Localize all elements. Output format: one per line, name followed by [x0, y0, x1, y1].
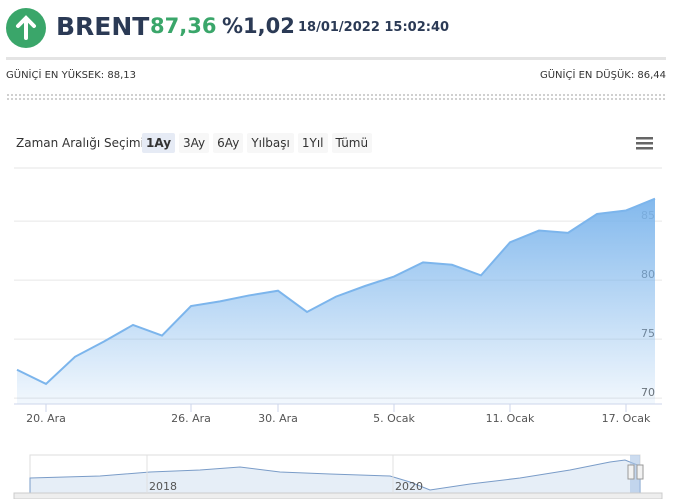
range-button[interactable]: 6Ay — [213, 133, 244, 153]
symbol: BRENT — [56, 12, 150, 41]
divider — [6, 57, 666, 60]
range-button[interactable]: 1Ay — [142, 133, 176, 153]
x-tick-label: 30. Ara — [258, 412, 298, 425]
navigator-label: 2020 — [395, 480, 423, 493]
range-buttons: 1Ay 3Ay 6Ay Yılbaşı 1Yıl Tümü — [142, 133, 373, 153]
x-tick-label: 17. Ocak — [602, 412, 651, 425]
range-button[interactable]: 3Ay — [179, 133, 210, 153]
menu-icon[interactable] — [636, 136, 654, 152]
range-label: Zaman Aralığı Seçimi — [16, 136, 144, 150]
x-tick-label: 5. Ocak — [373, 412, 415, 425]
x-tick-label: 26. Ara — [171, 412, 211, 425]
x-tick-label: 11. Ocak — [486, 412, 535, 425]
dotted-band — [6, 93, 666, 101]
x-tick-label: 20. Ara — [26, 412, 66, 425]
range-button[interactable]: Yılbaşı — [247, 133, 294, 153]
range-button[interactable]: 1Yıl — [297, 133, 328, 153]
range-button[interactable]: Tümü — [331, 133, 373, 153]
price: 87,36 — [150, 14, 217, 38]
navigator: 2018 2020 — [13, 454, 663, 499]
up-icon — [6, 8, 46, 48]
area-line — [16, 197, 656, 386]
navigator-label: 2018 — [149, 480, 177, 493]
area-fill — [17, 198, 655, 404]
day-high: GÜNİÇİ EN YÜKSEK: 88,13 — [6, 70, 136, 81]
datetime: 18/01/2022 15:02:40 — [298, 20, 450, 35]
change: %1,02 — [222, 14, 295, 38]
day-low: GÜNİÇİ EN DÜŞÜK: 86,44 — [539, 70, 666, 81]
